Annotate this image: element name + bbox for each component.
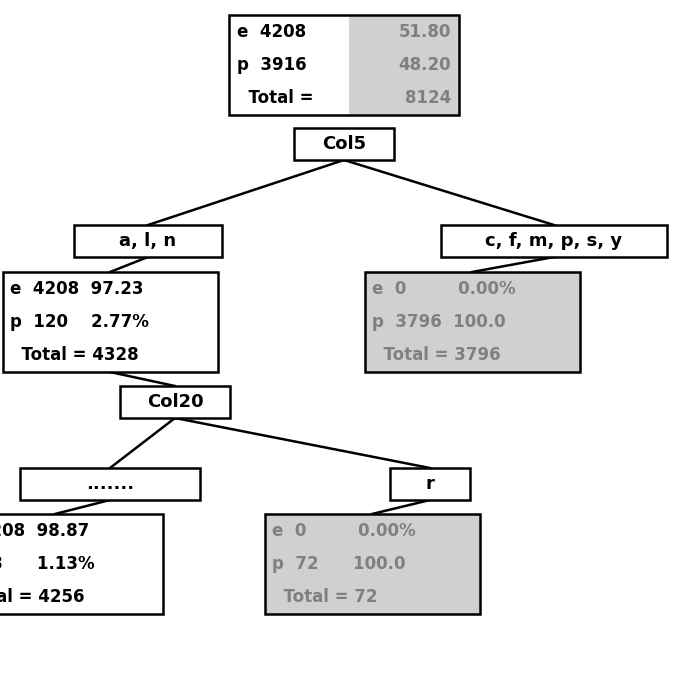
Text: p  72      100.0: p 72 100.0	[272, 555, 406, 573]
Text: Col20: Col20	[147, 393, 204, 411]
Bar	[0, 514, 162, 614]
Text: p  3916: p 3916	[237, 56, 307, 74]
Bar	[74, 225, 222, 257]
Bar	[264, 514, 480, 614]
Text: e  4208  98.87: e 4208 98.87	[0, 522, 89, 540]
Bar	[441, 225, 667, 257]
Text: e  0         0.00%: e 0 0.00%	[372, 279, 516, 298]
Text: Total = 72: Total = 72	[272, 589, 378, 606]
Text: Total = 4256: Total = 4256	[0, 589, 84, 606]
Bar	[390, 468, 470, 500]
Text: e  4208  97.23: e 4208 97.23	[10, 279, 144, 298]
Bar	[3, 272, 217, 372]
Bar	[349, 15, 459, 115]
Text: Total =: Total =	[237, 89, 314, 107]
Text: p  48      1.13%: p 48 1.13%	[0, 555, 94, 573]
Text: 8124: 8124	[405, 89, 451, 107]
Bar	[20, 468, 200, 500]
Text: Col5: Col5	[322, 135, 366, 153]
Bar	[229, 15, 459, 115]
Text: e  4208: e 4208	[237, 23, 306, 40]
Text: Total = 3796: Total = 3796	[372, 346, 501, 365]
Text: e  0         0.00%: e 0 0.00%	[272, 522, 416, 540]
Text: p  3796  100.0: p 3796 100.0	[372, 313, 506, 331]
Bar	[294, 128, 394, 160]
Text: a, l, n: a, l, n	[120, 232, 177, 250]
Text: c, f, m, p, s, y: c, f, m, p, s, y	[486, 232, 623, 250]
Bar	[365, 272, 579, 372]
Text: 48.20: 48.20	[398, 56, 451, 74]
Text: Total = 4328: Total = 4328	[10, 346, 139, 365]
Bar	[229, 15, 349, 115]
Text: r: r	[426, 475, 434, 493]
Text: 51.80: 51.80	[398, 23, 451, 40]
Bar	[120, 386, 230, 418]
Text: p  120    2.77%: p 120 2.77%	[10, 313, 149, 331]
Text: .......: .......	[86, 475, 134, 493]
